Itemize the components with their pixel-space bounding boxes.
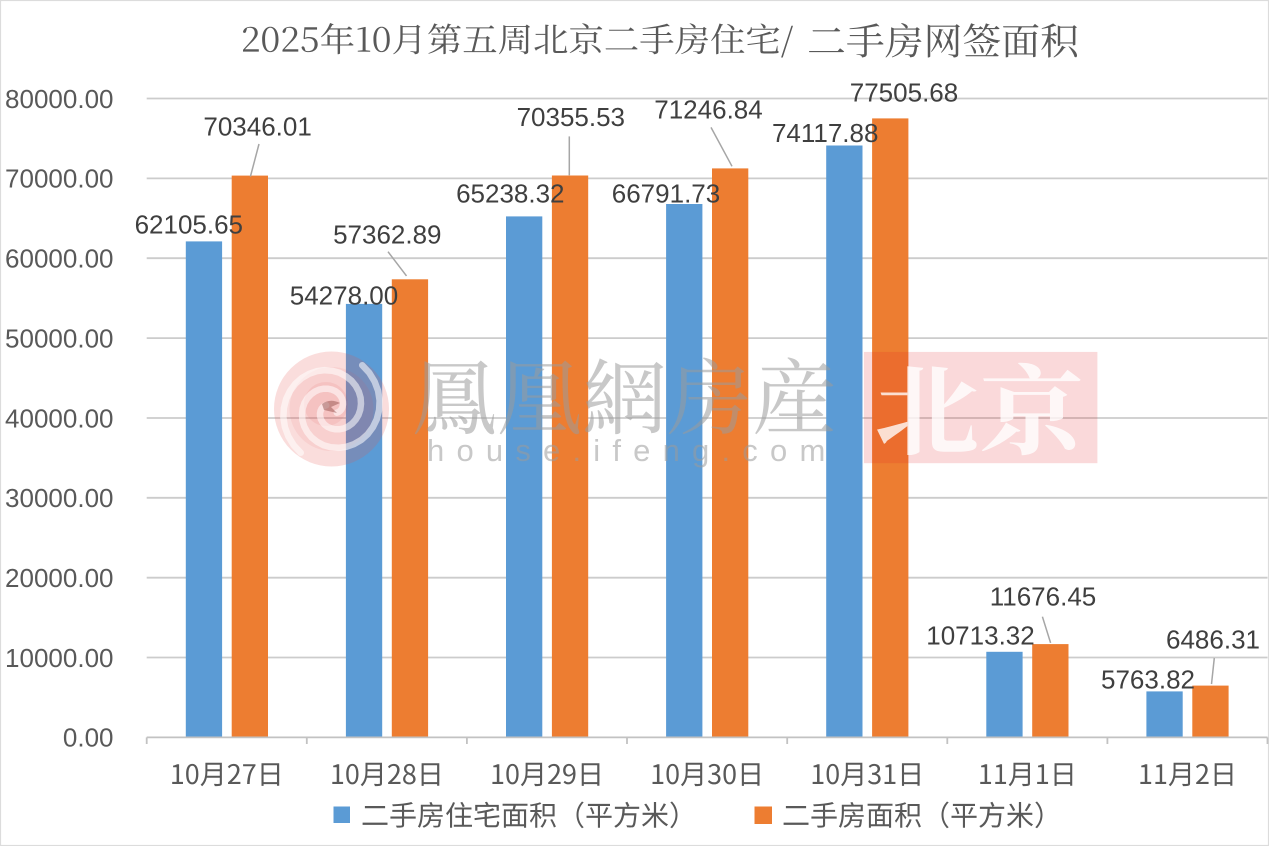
svg-text:30000.00: 30000.00 (5, 483, 113, 513)
svg-text:70346.01: 70346.01 (203, 112, 311, 142)
svg-text:77505.68: 77505.68 (850, 77, 958, 107)
svg-text:70355.53: 70355.53 (517, 102, 625, 132)
svg-text:71246.84: 71246.84 (654, 94, 762, 124)
svg-text:62105.65: 62105.65 (135, 210, 243, 240)
svg-text:10000.00: 10000.00 (5, 643, 113, 673)
svg-text:20000.00: 20000.00 (5, 563, 113, 593)
svg-text:70000.00: 70000.00 (5, 164, 113, 194)
svg-text:74117.88: 74117.88 (772, 118, 879, 148)
svg-text:50000.00: 50000.00 (5, 323, 113, 353)
svg-text:65238.32: 65238.32 (456, 178, 564, 208)
svg-text:11676.45: 11676.45 (990, 582, 1097, 612)
svg-text:54278.00: 54278.00 (290, 280, 398, 310)
svg-text:57362.89: 57362.89 (333, 219, 441, 249)
svg-text:6486.31: 6486.31 (1166, 624, 1260, 654)
svg-text:40000.00: 40000.00 (5, 403, 113, 433)
svg-text:10713.32: 10713.32 (926, 620, 1034, 650)
svg-text:5763.82: 5763.82 (1101, 664, 1195, 694)
svg-text:house.ifeng.com: house.ifeng.com (427, 433, 837, 468)
svg-text:60000.00: 60000.00 (5, 244, 113, 274)
svg-text:66791.73: 66791.73 (612, 178, 720, 208)
svg-text:0.00: 0.00 (63, 723, 114, 753)
svg-text:80000.00: 80000.00 (5, 84, 113, 114)
